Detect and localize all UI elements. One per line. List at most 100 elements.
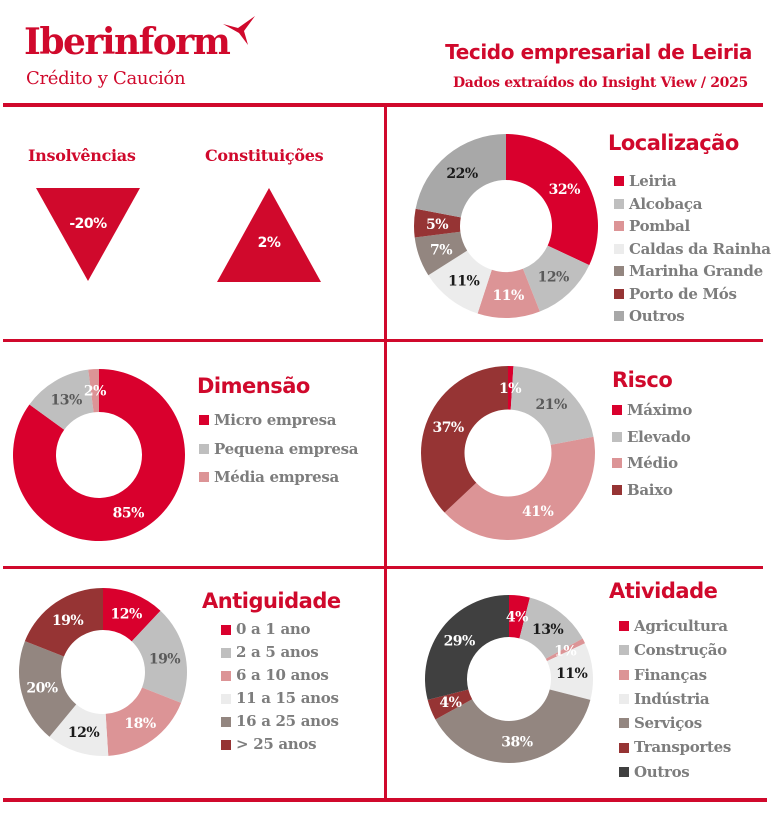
legend-label: Média empresa xyxy=(214,468,339,486)
data-label-atividade-transportes: 4% xyxy=(439,695,461,711)
legend-item-localizacao-outros: Outros xyxy=(614,305,771,328)
slice-antiguidade-0-a-1-ano xyxy=(103,588,161,642)
slice-atividade-outros xyxy=(425,595,509,700)
legend-label: > 25 anos xyxy=(236,735,317,753)
legend-swatch-icon xyxy=(619,718,629,729)
legend-item-localizacao-caldas-da-rainha: Caldas da Rainha xyxy=(614,238,771,261)
legend-swatch-icon xyxy=(619,742,629,753)
legend-label: Serviços xyxy=(634,714,702,733)
legend-item-antiguidade-11-a-15-anos: 11 a 15 anos xyxy=(221,687,339,710)
footer-divider xyxy=(3,798,767,802)
data-label-risco-medio: 41% xyxy=(522,504,553,520)
legend-label: Pombal xyxy=(629,217,690,235)
data-label-risco-maximo: 1% xyxy=(499,381,521,397)
legend-label: Baixo xyxy=(627,480,673,499)
legend-item-localizacao-alcobaca: Alcobaça xyxy=(614,193,771,216)
section-title-dimensao: Dimensão xyxy=(197,374,310,398)
slice-antiguidade-11-a-15-anos xyxy=(49,704,109,756)
slice-risco-medio xyxy=(444,436,595,540)
data-label-atividade-industria: 11% xyxy=(556,666,587,682)
page-title: Tecido empresarial de Leiria xyxy=(445,40,752,64)
legend-item-atividade-industria: Indústria xyxy=(619,687,731,711)
data-label-atividade-financas: 1% xyxy=(554,643,576,659)
section-title-localizacao: Localização xyxy=(608,131,739,155)
legend-swatch-icon xyxy=(619,621,629,632)
data-label-antiguidade-6-a-10-anos: 18% xyxy=(124,716,155,732)
kpi-insolvencias-label: Insolvências xyxy=(28,146,136,165)
legend-label: Leiria xyxy=(629,172,677,190)
data-label-atividade-agricultura: 4% xyxy=(506,609,528,625)
donut-chart-atividade: 4%13%1%11%38%4%29% xyxy=(425,595,593,763)
brand-logo-subtitle: Crédito y Caución xyxy=(26,68,186,89)
legend-item-dimensao-micro-empresa: Micro empresa xyxy=(199,406,358,435)
legend-label: Alcobaça xyxy=(629,194,703,213)
legend-label: 2 a 5 anos xyxy=(236,643,319,661)
legend-item-risco-medio: Médio xyxy=(612,450,692,477)
data-label-localizacao-pombal: 11% xyxy=(493,288,524,304)
donut-chart-localizacao: 32% 12% 11% 11% 7% 5% 22% xyxy=(414,134,598,318)
legend-swatch-icon xyxy=(614,243,624,254)
legend-swatch-icon xyxy=(612,431,622,442)
legend-swatch-icon xyxy=(619,669,629,680)
legend-swatch-icon xyxy=(199,472,209,483)
legend-item-antiguidade-25-anos: > 25 anos xyxy=(221,733,339,756)
data-label-localizacao-alcobaca: 12% xyxy=(538,269,569,285)
legend-item-atividade-transportes: Transportes xyxy=(619,735,731,759)
slice-dimensao-media-empresa xyxy=(88,369,99,413)
legend-swatch-icon xyxy=(614,176,624,187)
donut-chart-risco: 1% 21% 41% 37% xyxy=(421,366,595,540)
brand-logo-mark-icon xyxy=(223,16,255,45)
data-label-localizacao-marinha-grande: 7% xyxy=(430,242,452,258)
legend-item-antiguidade-16-a-25-anos: 16 a 25 anos xyxy=(221,710,339,733)
data-label-antiguidade-25-anos: 19% xyxy=(52,613,83,629)
legend-item-localizacao-porto-de-mos: Porto de Mós xyxy=(614,283,771,306)
legend-swatch-icon xyxy=(614,198,624,209)
section-title-risco: Risco xyxy=(612,368,673,392)
data-label-antiguidade-16-a-25-anos: 20% xyxy=(26,681,57,697)
slice-dimensao-micro-empresa xyxy=(12,369,186,541)
slice-risco-maximo xyxy=(508,366,514,410)
column-divider xyxy=(384,107,387,800)
slice-antiguidade-16-a-25-anos xyxy=(19,641,77,737)
brand-logo-name: Iberinform xyxy=(24,21,231,63)
slice-dimensao-pequena-empresa xyxy=(29,369,94,430)
data-label-risco-baixo: 37% xyxy=(432,420,463,436)
page-subtitle: Dados extraídos do Insight View / 2025 xyxy=(452,75,748,91)
legend-label: Pequena empresa xyxy=(214,439,359,458)
data-label-atividade-servicos: 38% xyxy=(501,735,532,751)
slice-localizacao-caldas-da-rainha xyxy=(428,250,492,314)
legend-label: 16 a 25 anos xyxy=(236,712,339,730)
legend-label: Máximo xyxy=(627,401,693,419)
data-label-localizacao-porto-de-mos: 5% xyxy=(426,217,448,233)
legend-swatch-icon xyxy=(221,739,231,750)
header-divider xyxy=(3,103,763,107)
legend-label: Outros xyxy=(634,762,690,781)
legend-label: Transportes xyxy=(634,738,732,757)
legend-swatch-icon xyxy=(221,670,231,681)
donut-chart-dimensao: 85% 13%2% xyxy=(12,369,186,541)
triangle-up-icon xyxy=(217,188,321,282)
legend-swatch-icon xyxy=(614,266,624,277)
legend-atividade: Agricultura Construção Finanças Indústria Se… xyxy=(619,614,731,784)
legend-item-risco-baixo: Baixo xyxy=(612,477,692,504)
donut-chart-antiguidade: 12% 19% 18% 12% 20% 19% xyxy=(19,588,187,756)
legend-localizacao: Leiria Alcobaça Pombal Caldas da Rainha Mari… xyxy=(614,170,771,328)
legend-label: Porto de Mós xyxy=(629,284,737,303)
slice-atividade-industria xyxy=(547,643,593,700)
legend-item-dimensao-pequena-empresa: Pequena empresa xyxy=(199,435,359,464)
legend-item-antiguidade-2-a-5-anos: 2 a 5 anos xyxy=(221,641,339,664)
legend-label: Médio xyxy=(627,454,678,472)
kpi-constituicoes-value: 2% xyxy=(257,235,281,251)
legend-label: Marinha Grande xyxy=(629,262,763,280)
legend-swatch-icon xyxy=(619,645,629,656)
legend-item-antiguidade-0-a-1-ano: 0 a 1 ano xyxy=(221,618,339,641)
data-label-localizacao-leiria: 32% xyxy=(549,182,580,198)
slice-localizacao-outros xyxy=(415,134,506,218)
slice-localizacao-porto-de-mos xyxy=(414,208,461,238)
kpi-constituicoes-label: Constituições xyxy=(205,146,324,165)
data-label-dimensao-micro-empresa: 85% xyxy=(113,505,144,521)
legend-item-localizacao-marinha-grande: Marinha Grande xyxy=(614,260,771,283)
data-label-localizacao-caldas-da-rainha: 11% xyxy=(448,274,479,290)
kpi-insolvencias-value: -20% xyxy=(69,216,107,232)
legend-swatch-icon xyxy=(619,766,629,777)
